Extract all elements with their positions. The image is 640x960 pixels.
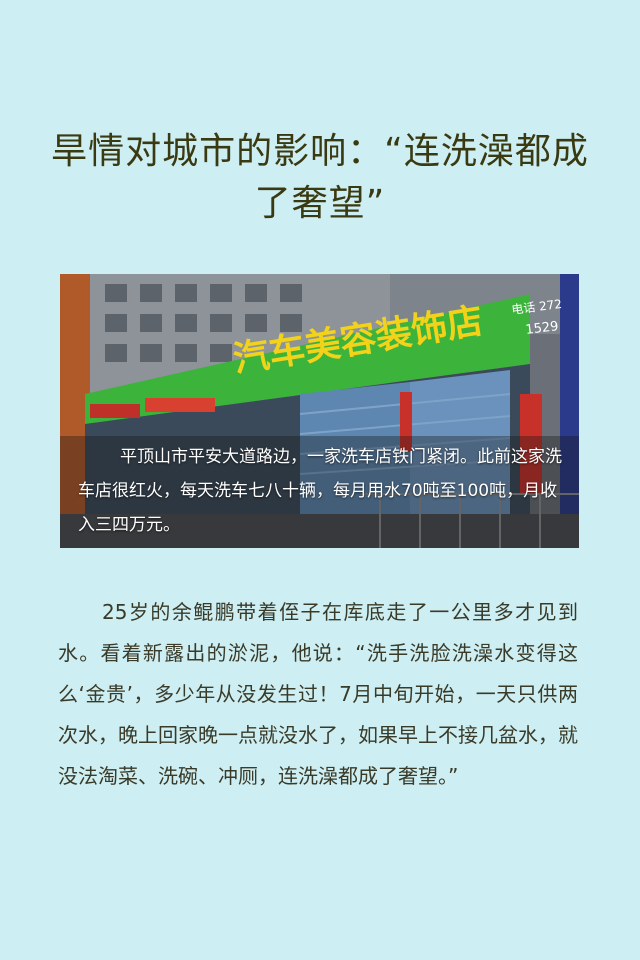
shop-phone-text: 电话 272 — [511, 297, 563, 317]
article-body: 25岁的余鲲鹏带着侄子在库底走了一公里多才见到水。看着新露出的淤泥，他说：“洗手… — [58, 600, 578, 788]
news-photo: 汽车美容装饰店 电话 272 1529 平顶山市平安大道路边，一家洗车店铁门紧闭… — [60, 274, 579, 548]
car-wash-shop-photo: 汽车美容装饰店 电话 272 1529 — [60, 274, 579, 548]
shop-phone-text-2: 1529 — [525, 319, 560, 338]
article-title: 旱情对城市的影响：“连洗澡都成了奢望” — [51, 131, 589, 224]
photo-caption: 平顶山市平安大道路边，一家洗车店铁门紧闭。此前这家洗车店很红火，每天洗车七八十辆… — [78, 447, 562, 535]
photo-caption-overlay: 平顶山市平安大道路边，一家洗车店铁门紧闭。此前这家洗车店很红火，每天洗车七八十辆… — [60, 436, 579, 548]
